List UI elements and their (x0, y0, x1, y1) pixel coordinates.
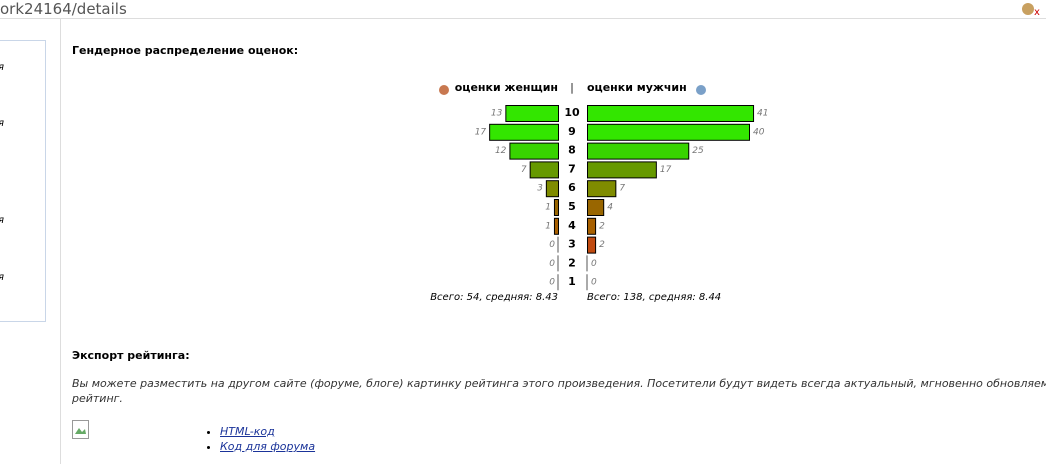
link-list: HTML-код Код для форума (180, 424, 315, 454)
list-item: HTML-код (220, 424, 315, 439)
bar (553, 217, 559, 235)
value-label: 40 (753, 127, 765, 137)
bar (587, 161, 657, 179)
bar (587, 236, 597, 254)
svg-text:x: x (1034, 7, 1040, 17)
link[interactable]: HTML-код (220, 425, 275, 438)
address: ork24164/details (0, 0, 127, 18)
value-label: 12 (495, 146, 507, 156)
sidebar-item[interactable]: я (0, 272, 4, 283)
bar (587, 123, 750, 141)
value-label: 0 (549, 240, 555, 250)
category-label: 9 (568, 125, 576, 138)
close-icon[interactable]: x (1020, 1, 1046, 17)
bar (587, 199, 605, 216)
value-label: 2 (599, 221, 605, 231)
value-label: 13 (491, 109, 503, 119)
bar (509, 142, 559, 160)
total-label: Всего: 138, средняя: 8.44 (587, 292, 721, 303)
bar (587, 217, 597, 235)
female-icon (439, 85, 449, 95)
category-label: 10 (564, 106, 580, 119)
category-label: 2 (568, 256, 576, 269)
bar (587, 142, 690, 160)
category-label: 4 (568, 219, 576, 232)
divider (60, 19, 61, 464)
value-label: 0 (549, 278, 555, 288)
bar (545, 180, 560, 198)
legend-label: оценки женщин (455, 81, 558, 94)
value-label: 41 (757, 109, 768, 119)
category-label: 7 (568, 162, 576, 175)
value-label: 0 (591, 259, 597, 269)
sidebar-item[interactable]: я (0, 118, 4, 129)
sidebar (0, 40, 46, 322)
value-label: 0 (591, 278, 597, 288)
value-label: 1 (545, 221, 551, 231)
value-label: 17 (475, 127, 487, 137)
bar (553, 199, 559, 216)
link[interactable]: Код для форума (220, 440, 316, 453)
separator: | (570, 81, 574, 94)
value-label: 2 (599, 240, 605, 250)
section-title: Экспорт рейтинга: (72, 349, 190, 362)
value-label: 1 (545, 203, 551, 213)
text-line: Вы можете разместить на другом сайте (фо… (72, 377, 1046, 390)
bar (587, 180, 617, 198)
total-label: Всего: 54, средняя: 8.43 (430, 292, 558, 303)
broken-image (72, 420, 89, 439)
list-item: Код для форума (220, 439, 315, 454)
category-label: 3 (568, 238, 576, 251)
category-label: 6 (568, 181, 576, 194)
sidebar-item[interactable]: я (0, 62, 4, 73)
value-label: 7 (521, 165, 527, 175)
text-line: рейтинг. (72, 392, 123, 405)
legend-label: оценки мужчин (587, 81, 687, 94)
value-label: 4 (607, 203, 613, 213)
bar (505, 105, 559, 122)
category-label: 8 (568, 144, 576, 157)
value-label: 7 (619, 184, 625, 194)
sidebar-item[interactable]: я (0, 215, 4, 226)
address-bar: ork24164/details x (0, 0, 1046, 19)
bar (587, 105, 755, 122)
value-label: 3 (537, 184, 543, 194)
male-icon (696, 85, 706, 95)
section-title: Гендерное распределение оценок: (72, 44, 299, 57)
bar (529, 161, 559, 179)
value-label: 25 (692, 146, 704, 156)
value-label: 0 (549, 259, 555, 269)
value-label: 17 (660, 165, 672, 175)
export-text: Вы можете разместить на другом сайте (фо… (72, 376, 1046, 406)
category-label: 1 (568, 275, 576, 288)
category-label: 5 (568, 200, 576, 213)
bar (489, 123, 559, 141)
